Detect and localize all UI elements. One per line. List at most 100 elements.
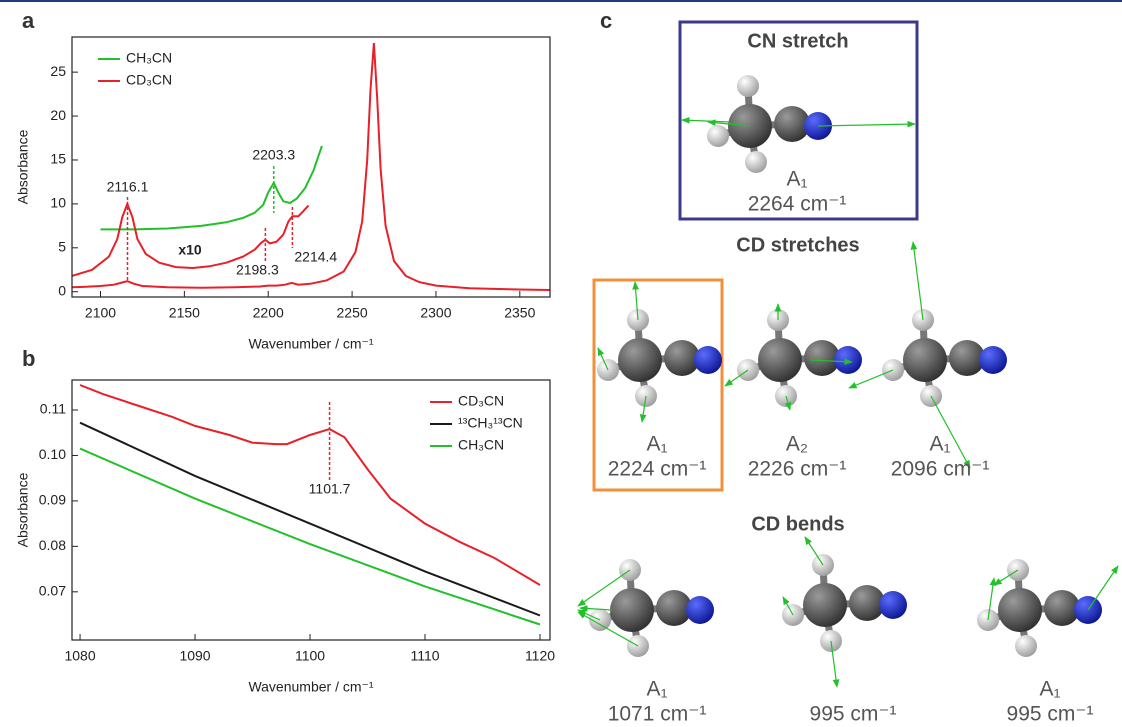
atom-c — [1044, 590, 1080, 626]
displacement-arrow — [848, 369, 894, 389]
y-tick-label: 0 — [58, 282, 66, 298]
legend-label: CH₃CN — [458, 437, 504, 453]
y-tick-label: 25 — [50, 63, 66, 79]
displacement-arrow — [817, 120, 916, 128]
atom-c — [758, 338, 802, 382]
highlight-box — [592, 278, 724, 492]
atom-d — [707, 125, 729, 147]
displacement-arrow — [579, 605, 613, 612]
panel-label: a — [22, 8, 35, 33]
symmetry-label: A₂ — [786, 433, 808, 456]
y-tick-label: 15 — [50, 151, 66, 167]
molecule — [724, 303, 862, 411]
atom-d — [1015, 635, 1037, 657]
displacement-arrow — [784, 395, 792, 411]
section-title: CD bends — [751, 513, 844, 535]
legend-label: CH₃CN — [126, 50, 172, 66]
molecule — [577, 559, 714, 657]
atom-n — [979, 346, 1007, 374]
symmetry-label: A₁ — [646, 678, 667, 701]
frequency-label: 2096 cm⁻¹ — [891, 458, 990, 481]
y-tick-label: 20 — [50, 107, 66, 123]
atom-c — [664, 340, 700, 376]
atom-n — [834, 346, 862, 374]
atom-c — [998, 588, 1042, 632]
displacement-arrow — [681, 116, 731, 124]
y-tick-label: 0.07 — [39, 583, 66, 599]
peak-label: 1101.7 — [309, 481, 351, 497]
symmetry-label: A₁ — [1039, 678, 1060, 701]
x-axis-title: Wavenumber / cm⁻¹ — [248, 336, 373, 352]
y-axis-title: Absorbance — [15, 472, 31, 547]
displacement-arrow — [577, 611, 639, 647]
displacement-arrow — [632, 281, 639, 321]
atom-c — [804, 340, 840, 376]
peak-label: 2116.1 — [107, 179, 149, 195]
peak-label: 2214.4 — [294, 249, 337, 265]
plot-frame — [71, 36, 551, 298]
displacement-arrow — [809, 358, 853, 365]
y-tick-label: 5 — [58, 239, 66, 255]
displacement-arrow — [597, 347, 609, 371]
x-tick-label: 2300 — [420, 305, 451, 321]
molecule — [848, 241, 1007, 469]
x-tick-label: 2150 — [169, 305, 200, 321]
molecule — [597, 281, 722, 423]
displacement-arrow — [910, 241, 924, 321]
x-tick-label: 2100 — [85, 305, 116, 321]
series-line — [79, 421, 541, 617]
atom-n — [694, 346, 722, 374]
series-line — [79, 447, 541, 626]
frequency-label: 2226 cm⁻¹ — [748, 458, 847, 481]
displacement-arrow — [639, 395, 647, 423]
peak-label: 2198.3 — [236, 262, 279, 278]
series-line — [100, 145, 323, 231]
frequency-label: 2224 cm⁻¹ — [608, 458, 707, 481]
x-axis-title: Wavenumber / cm⁻¹ — [248, 679, 373, 695]
y-tick-label: 0.08 — [39, 537, 66, 553]
x-tick-label: 2200 — [253, 305, 284, 321]
section-title: CN stretch — [747, 30, 848, 52]
atom-d — [745, 151, 767, 173]
frequency-label: 995 cm⁻¹ — [810, 703, 897, 726]
x-tick-label: 1120 — [525, 648, 555, 664]
y-tick-label: 10 — [50, 195, 66, 211]
x-tick-label: 1100 — [295, 648, 325, 664]
x-tick-label: 2350 — [504, 305, 535, 321]
displacement-arrow — [782, 596, 794, 616]
series-line — [72, 43, 550, 291]
displacement-arrow — [707, 119, 751, 127]
atom-n — [686, 596, 714, 624]
panel-label: b — [22, 346, 35, 371]
y-tick-label: 0.11 — [40, 401, 66, 417]
section-title: CD stretches — [736, 234, 859, 256]
atom-c — [849, 585, 885, 621]
plot-frame — [71, 379, 551, 641]
atom-c — [903, 338, 947, 382]
panel-label: c — [600, 8, 612, 33]
series-line — [79, 384, 541, 586]
molecule — [681, 75, 916, 173]
symmetry-label: A₁ — [646, 433, 667, 456]
atom-c — [774, 106, 810, 142]
x-tick-label: 1110 — [410, 648, 439, 664]
series-line — [72, 201, 310, 277]
atom-c — [949, 340, 985, 376]
symmetry-label: A₁ — [929, 433, 950, 456]
atom-c — [610, 588, 654, 632]
chart-panel: a Wavenumber / cm⁻¹ Absorbance 2100 2150 2200… — [15, 8, 551, 352]
legend-label: ¹³CH₃¹³CN — [458, 415, 523, 431]
displacement-arrow — [804, 536, 824, 566]
displacement-arrow — [724, 369, 749, 387]
atom-n — [879, 591, 907, 619]
top-rule — [0, 0, 1122, 2]
displacement-arrow — [993, 569, 1019, 586]
displacement-arrow — [987, 577, 997, 621]
displacement-arrow — [1087, 565, 1119, 611]
x-tick-label: 2250 — [337, 305, 368, 321]
displacement-arrow — [830, 640, 840, 688]
legend-label: CD₃CN — [126, 72, 172, 88]
molecule — [977, 559, 1119, 657]
annotation: x10 — [178, 242, 202, 258]
frequency-label: 2264 cm⁻¹ — [748, 193, 847, 216]
